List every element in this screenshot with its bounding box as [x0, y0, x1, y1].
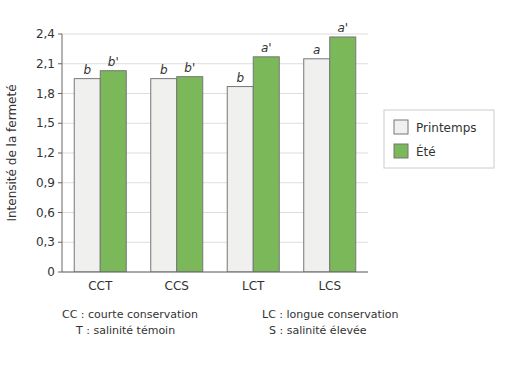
legend-swatch: [394, 144, 408, 158]
bar-labels: b b b a b' b' a' a': [83, 21, 348, 85]
y-ticks: 0 0,3 0,6 0,9 1,2 1,5 1,8 2,1 2,4: [36, 27, 62, 279]
tick-label: 1,2: [36, 146, 55, 160]
footnote: CC : courte conservation T : salinité té…: [62, 308, 198, 337]
footnote-line: LC : longue conservation: [262, 308, 399, 321]
tick-label: 0: [47, 265, 55, 279]
footnote-line: T : salinité témoin: [62, 324, 175, 337]
bar-annotation: a': [261, 41, 272, 55]
legend: Printemps Été: [384, 110, 494, 168]
bar-annotation: a: [313, 43, 320, 57]
grid-line: [62, 272, 368, 273]
tick-mark: [58, 272, 62, 273]
bar: [330, 37, 356, 272]
legend-label: Printemps: [416, 121, 477, 135]
bar: [253, 57, 279, 272]
bar-annotation: b': [184, 61, 195, 75]
bar-annotation: b: [83, 63, 91, 77]
bar: [100, 71, 126, 272]
x-axis: [62, 272, 368, 273]
bar: [74, 79, 100, 272]
grid-line: [62, 34, 368, 35]
tick-mark: [58, 242, 62, 243]
tick-mark: [58, 123, 62, 124]
footnote: LC : longue conservation S : salinité él…: [262, 308, 399, 337]
chart: 0 0,3 0,6 0,9 1,2 1,5 1,8 2,1 2,4 b b b a b' b' a' a' CCT…: [0, 0, 509, 390]
bar-annotation: b: [160, 63, 168, 77]
tick-mark: [58, 63, 62, 64]
legend-swatch: [394, 120, 408, 134]
y-axis: [62, 34, 63, 272]
bar: [227, 87, 253, 272]
bar: [304, 59, 330, 272]
bar-annotation: a': [337, 21, 348, 35]
bar-annotation: b': [108, 55, 119, 69]
legend-label: Été: [416, 144, 436, 159]
tick-label: 0,9: [36, 176, 55, 190]
tick-label: 1,8: [36, 87, 55, 101]
category-label: CCT: [88, 279, 113, 293]
footnote-line: CC : courte conservation: [62, 308, 198, 321]
tick-label: 0,6: [36, 206, 55, 220]
tick-mark: [58, 34, 62, 35]
grid: [62, 34, 368, 272]
bar: [151, 79, 177, 272]
category-label: LCS: [318, 279, 341, 293]
tick-label: 2,4: [36, 27, 55, 41]
tick-label: 0,3: [36, 235, 55, 249]
tick-mark: [58, 212, 62, 213]
footnote-line: S : salinité élevée: [262, 324, 367, 337]
bars: [74, 37, 356, 272]
bar: [177, 77, 203, 272]
bar-annotation: b: [236, 71, 244, 85]
tick-label: 1,5: [36, 116, 55, 130]
tick-mark: [58, 182, 62, 183]
category-label: LCT: [242, 279, 265, 293]
y-axis-label: Intensité de la fermeté: [5, 84, 19, 221]
legend-frame: [384, 110, 494, 168]
tick-label: 2,1: [36, 57, 55, 71]
tick-mark: [58, 153, 62, 154]
category-label: CCS: [165, 279, 189, 293]
tick-mark: [58, 93, 62, 94]
